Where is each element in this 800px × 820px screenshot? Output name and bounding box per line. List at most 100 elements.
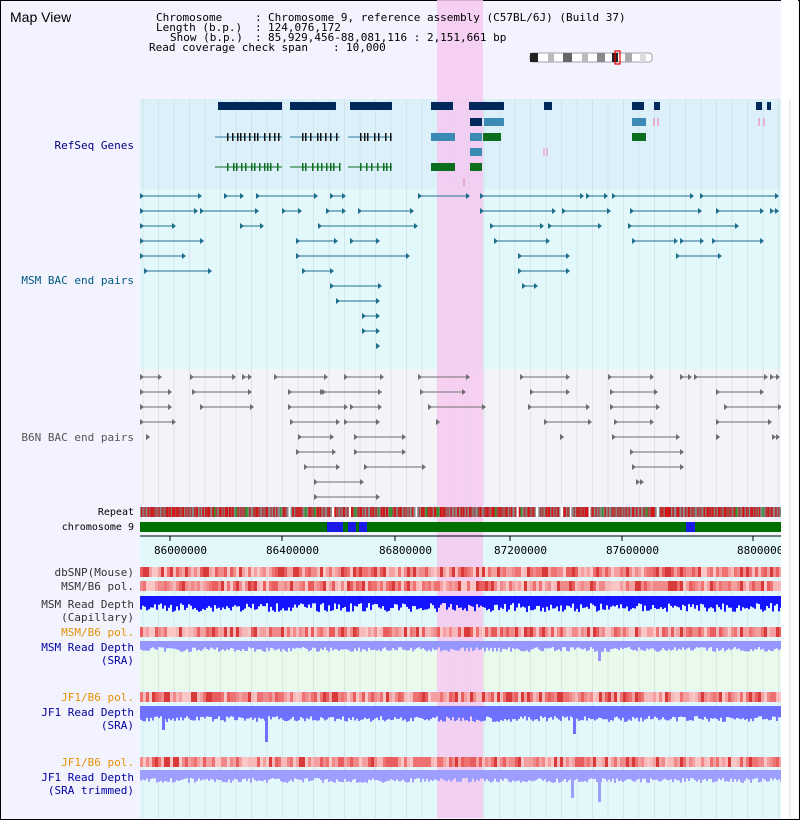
heat-cell [629, 692, 633, 702]
depth-bar [172, 596, 174, 612]
depth-bar [692, 641, 694, 651]
heat-cell [356, 757, 360, 767]
heat-cell [557, 692, 561, 702]
heat-cell [515, 627, 519, 637]
depth-bar [280, 596, 282, 611]
heat-cell [641, 567, 645, 577]
depth-bar [738, 641, 740, 649]
depth-bar [744, 770, 746, 781]
bac-end-marker [410, 208, 414, 214]
depth-bar [318, 641, 320, 652]
heat-cell [200, 692, 204, 702]
bac-end-marker [402, 434, 406, 440]
read-depth-tracks[interactable] [140, 596, 782, 802]
heat-cell [701, 581, 705, 591]
heat-cell [596, 692, 600, 702]
depth-bar [604, 706, 606, 720]
repeat-mark [270, 507, 272, 517]
heat-cell [743, 692, 747, 702]
heat-cell [758, 692, 762, 702]
depth-bar [172, 770, 174, 783]
heat-cell [449, 757, 453, 767]
heat-cell [527, 627, 531, 637]
depth-bar [290, 641, 292, 652]
heat-cell [452, 567, 456, 577]
depth-bar [358, 770, 360, 783]
depth-bar [648, 596, 650, 611]
repeat-mark [738, 507, 741, 517]
depth-bar [248, 641, 250, 648]
repeat-mark [491, 507, 494, 517]
heat-cell [320, 581, 324, 591]
repeat-track[interactable] [140, 507, 781, 517]
depth-bar [464, 770, 466, 779]
depth-bar [220, 706, 222, 721]
heat-cell [449, 567, 453, 577]
heat-cell [623, 757, 627, 767]
msm-bac-end-pairs[interactable] [140, 193, 779, 349]
depth-bar [460, 641, 462, 649]
heat-cell [149, 757, 153, 767]
heat-cell [704, 692, 708, 702]
heat-cell [329, 581, 333, 591]
heat-cell [590, 581, 594, 591]
bac-end-marker [768, 419, 772, 425]
repeat-mark [342, 507, 346, 517]
depth-bar [272, 641, 274, 649]
heat-cell [629, 581, 633, 591]
depth-bar [704, 641, 706, 648]
depth-bar [714, 770, 716, 782]
heat-cell [161, 757, 165, 767]
heat-cell [539, 692, 543, 702]
heat-cell [434, 581, 438, 591]
depth-bar [456, 641, 458, 651]
heat-cell [629, 757, 633, 767]
depth-bar [636, 770, 638, 780]
repeat-mark [662, 507, 664, 517]
heat-cell [695, 567, 699, 577]
depth-bar [502, 596, 504, 609]
refseq-gene-track[interactable] [215, 102, 771, 186]
repeat-mark [747, 507, 749, 517]
depth-bar [578, 596, 580, 612]
polymorphism-heat-tracks[interactable] [140, 567, 783, 767]
heat-cell [392, 692, 396, 702]
heat-cell [611, 757, 615, 767]
depth-bar [158, 706, 160, 719]
bac-end-marker [712, 238, 716, 244]
depth-bar [276, 706, 278, 717]
depth-bar [552, 770, 554, 783]
depth-bar [518, 641, 520, 650]
depth-bar [408, 641, 410, 651]
heat-cell [710, 757, 714, 767]
heat-cell [704, 757, 708, 767]
track-label-jf1-depth-trim-sub: (SRA trimmed) [48, 784, 134, 797]
repeat-mark [385, 507, 389, 517]
heat-cell [650, 581, 654, 591]
bac-end-marker [614, 419, 618, 425]
depth-bar [624, 770, 626, 781]
heat-cell [293, 692, 297, 702]
heat-cell [737, 627, 741, 637]
depth-bar [226, 596, 228, 607]
depth-bar [470, 596, 472, 606]
heat-cell [581, 567, 585, 577]
heat-cell [563, 581, 567, 591]
b6n-bac-end-pairs[interactable] [140, 374, 782, 500]
depth-bar [294, 770, 296, 779]
depth-bar [698, 706, 700, 719]
depth-bar [586, 706, 588, 721]
depth-bar [626, 770, 628, 780]
chromosome-ideogram[interactable] [529, 50, 653, 65]
repeat-mark [214, 507, 216, 517]
depth-bar [516, 770, 518, 781]
chromosome-track[interactable] [140, 522, 781, 532]
heat-cell [233, 581, 237, 591]
heat-cell [659, 692, 663, 702]
heat-cell [506, 581, 510, 591]
heat-cell [740, 692, 744, 702]
heat-cell [686, 692, 690, 702]
depth-bar [472, 706, 474, 722]
bac-end-marker [775, 193, 779, 199]
